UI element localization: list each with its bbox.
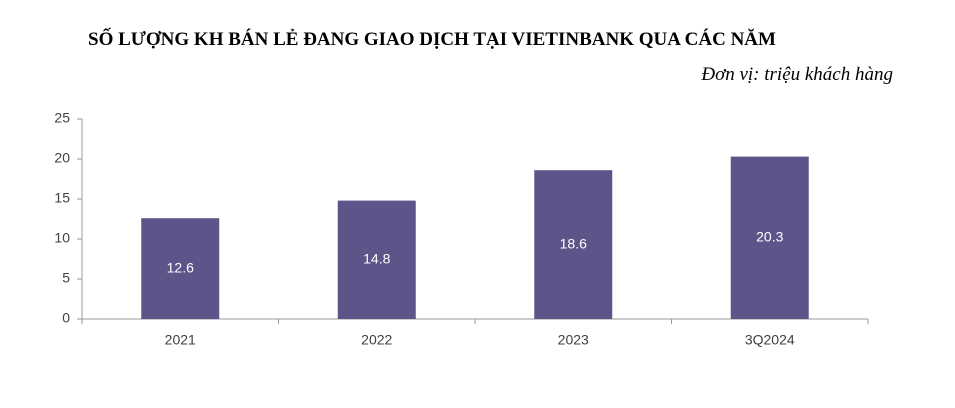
bar <box>730 156 809 319</box>
x-tick-label: 2023 <box>558 332 589 348</box>
chart-subtitle: Đơn vị: triệu khách hàng <box>700 64 893 85</box>
y-tick-label: 10 <box>54 230 70 246</box>
data-label: 14.8 <box>363 251 390 267</box>
x-tick-label: 2021 <box>165 332 196 348</box>
y-tick-label: 0 <box>62 310 70 326</box>
chart-title: SỐ LƯỢNG KH BÁN LẺ ĐANG GIAO DỊCH TẠI VI… <box>88 28 776 50</box>
data-label: 18.6 <box>560 235 587 251</box>
bar <box>141 218 220 319</box>
bar <box>534 170 613 319</box>
y-tick-label: 20 <box>54 150 70 166</box>
y-tick-label: 5 <box>62 270 70 286</box>
y-tick-label: 25 <box>54 110 70 126</box>
x-tick-label: 3Q2024 <box>745 332 795 348</box>
y-tick-label: 15 <box>54 190 70 206</box>
data-label: 20.3 <box>756 229 783 245</box>
data-label: 12.6 <box>167 259 194 275</box>
bar <box>337 200 416 319</box>
x-tick-label: 2022 <box>361 332 392 348</box>
